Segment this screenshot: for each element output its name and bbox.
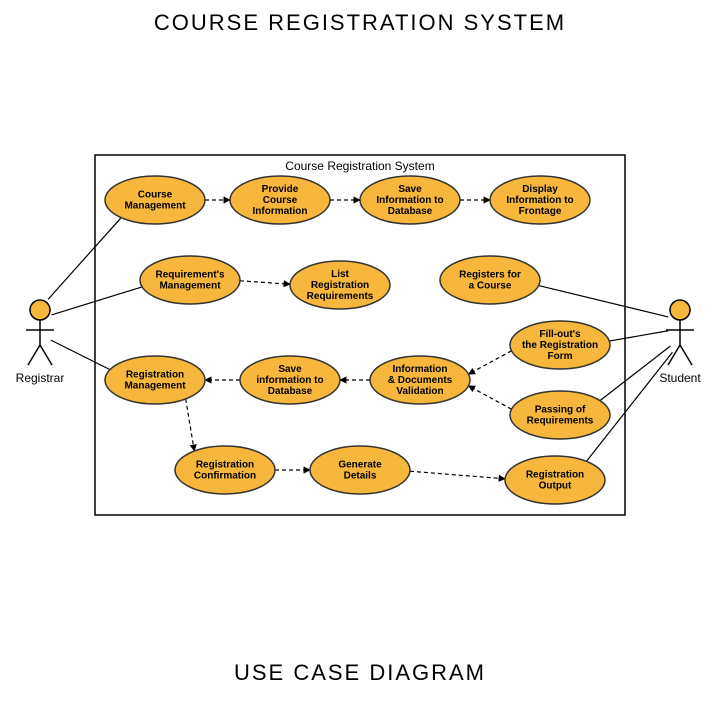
usecase-uc3: SaveInformation toDatabase xyxy=(360,176,460,224)
svg-text:Details: Details xyxy=(344,471,377,482)
svg-text:Save: Save xyxy=(398,184,422,195)
svg-text:the Registration: the Registration xyxy=(522,340,598,351)
svg-text:Registrar: Registrar xyxy=(16,371,65,385)
svg-text:a Course: a Course xyxy=(469,281,512,292)
svg-text:Form: Form xyxy=(548,351,573,362)
svg-text:Save: Save xyxy=(278,364,302,375)
svg-text:Registers for: Registers for xyxy=(459,270,521,281)
usecase-uc4: DisplayInformation toFrontage xyxy=(490,176,590,224)
svg-text:Management: Management xyxy=(124,201,186,212)
dependency-arrow xyxy=(240,281,290,284)
svg-text:Student: Student xyxy=(659,371,701,385)
svg-text:information to: information to xyxy=(256,375,323,386)
svg-text:Registration: Registration xyxy=(311,280,369,291)
svg-text:Output: Output xyxy=(539,481,572,492)
svg-text:Information: Information xyxy=(393,364,448,375)
svg-text:Course: Course xyxy=(138,190,173,201)
dependency-arrow xyxy=(469,386,512,409)
association xyxy=(51,287,142,315)
svg-text:Course Registration System: Course Registration System xyxy=(285,159,434,173)
association xyxy=(609,331,668,341)
dependency-arrow xyxy=(469,351,512,374)
association xyxy=(51,340,110,370)
usecase-uc10: Information& DocumentsValidation xyxy=(370,356,470,404)
svg-text:Validation: Validation xyxy=(396,386,443,397)
usecase-uc13: RegistrationConfirmation xyxy=(175,446,275,494)
usecase-uc6: ListRegistrationRequirements xyxy=(290,261,390,309)
svg-text:Fill-out's: Fill-out's xyxy=(539,329,581,340)
usecase-diagram: COURSE REGISTRATION SYSTEM USE CASE DIAGR… xyxy=(0,0,720,720)
svg-text:Information to: Information to xyxy=(376,195,443,206)
svg-text:Registration: Registration xyxy=(126,370,184,381)
usecase-uc7: Registers fora Course xyxy=(440,256,540,304)
svg-text:Frontage: Frontage xyxy=(519,206,562,217)
dependency-arrow xyxy=(186,399,195,451)
svg-text:Information: Information xyxy=(253,206,308,217)
svg-text:Management: Management xyxy=(159,281,221,292)
usecase-uc8: RegistrationManagement xyxy=(105,356,205,404)
svg-text:Registration: Registration xyxy=(526,470,584,481)
svg-text:List: List xyxy=(331,269,349,280)
usecase-uc11: Fill-out'sthe RegistrationForm xyxy=(510,321,610,369)
actor-student: Student xyxy=(659,300,701,385)
usecase-uc15: RegistrationOutput xyxy=(505,456,605,504)
svg-text:Requirements: Requirements xyxy=(307,291,374,302)
usecase-uc5: Requirement'sManagement xyxy=(140,256,240,304)
svg-text:Registration: Registration xyxy=(196,460,254,471)
dependency-arrow xyxy=(410,471,505,479)
svg-text:Display: Display xyxy=(522,184,558,195)
usecase-uc9: Saveinformation toDatabase xyxy=(240,356,340,404)
svg-text:Confirmation: Confirmation xyxy=(194,471,256,482)
svg-text:Passing of: Passing of xyxy=(535,405,586,416)
association xyxy=(539,286,669,317)
svg-text:Management: Management xyxy=(124,381,186,392)
usecase-uc14: GenerateDetails xyxy=(310,446,410,494)
svg-text:COURSE REGISTRATION SYSTEM: COURSE REGISTRATION SYSTEM xyxy=(154,10,566,35)
usecase-uc1: CourseManagement xyxy=(105,176,205,224)
svg-text:Information to: Information to xyxy=(506,195,573,206)
association xyxy=(48,218,121,300)
svg-text:Generate: Generate xyxy=(338,460,382,471)
svg-text:Course: Course xyxy=(263,195,298,206)
svg-text:Requirement's: Requirement's xyxy=(155,270,225,281)
usecase-uc12: Passing ofRequirements xyxy=(510,391,610,439)
svg-text:USE CASE DIAGRAM: USE CASE DIAGRAM xyxy=(234,660,486,685)
svg-text:Requirements: Requirements xyxy=(527,416,594,427)
svg-text:Database: Database xyxy=(388,206,433,217)
svg-text:Provide: Provide xyxy=(262,184,299,195)
svg-text:Database: Database xyxy=(268,386,313,397)
usecase-uc2: ProvideCourseInformation xyxy=(230,176,330,224)
svg-text:& Documents: & Documents xyxy=(388,375,453,386)
